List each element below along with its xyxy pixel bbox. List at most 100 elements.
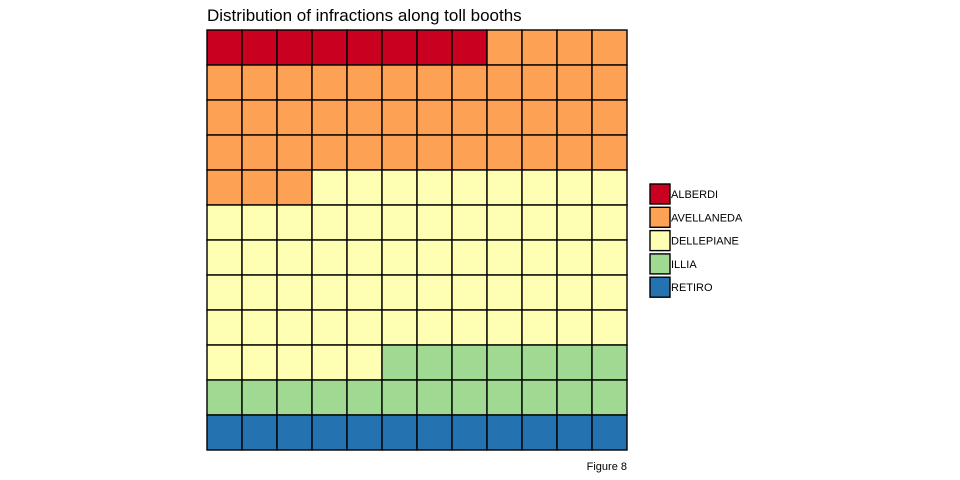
waffle-square-dellepiane: [521, 274, 558, 311]
waffle-square-dellepiane: [556, 274, 593, 311]
waffle-square-dellepiane: [346, 309, 383, 346]
waffle-square-dellepiane: [591, 274, 628, 311]
waffle-square-retiro: [381, 414, 418, 451]
waffle-square-avellaneda: [591, 99, 628, 136]
waffle-square-illia: [556, 344, 593, 381]
legend-key-alberdi: [649, 183, 671, 205]
waffle-square-dellepiane: [556, 204, 593, 241]
waffle-square-illia: [416, 344, 453, 381]
waffle-square-avellaneda: [276, 169, 313, 206]
waffle-square-dellepiane: [311, 169, 348, 206]
waffle-square-dellepiane: [346, 274, 383, 311]
waffle-square-avellaneda: [521, 99, 558, 136]
waffle-square-dellepiane: [486, 169, 523, 206]
waffle-square-illia: [556, 379, 593, 416]
waffle-square-dellepiane: [311, 309, 348, 346]
waffle-square-alberdi: [381, 29, 418, 66]
waffle-square-retiro: [486, 414, 523, 451]
waffle-square-illia: [276, 379, 313, 416]
waffle-square-avellaneda: [416, 99, 453, 136]
waffle-square-dellepiane: [556, 169, 593, 206]
waffle-square-retiro: [206, 414, 243, 451]
waffle-square-avellaneda: [206, 134, 243, 171]
waffle-square-dellepiane: [451, 169, 488, 206]
waffle-square-illia: [521, 379, 558, 416]
waffle-square-dellepiane: [346, 204, 383, 241]
waffle-square-alberdi: [276, 29, 313, 66]
waffle-square-dellepiane: [451, 204, 488, 241]
waffle-square-avellaneda: [241, 64, 278, 101]
waffle-square-dellepiane: [241, 274, 278, 311]
waffle-square-dellepiane: [521, 309, 558, 346]
waffle-square-avellaneda: [451, 64, 488, 101]
waffle-square-illia: [451, 379, 488, 416]
waffle-square-avellaneda: [591, 64, 628, 101]
waffle-square-dellepiane: [206, 239, 243, 276]
waffle-square-avellaneda: [206, 99, 243, 136]
waffle-square-retiro: [241, 414, 278, 451]
waffle-square-retiro: [451, 414, 488, 451]
waffle-square-dellepiane: [521, 169, 558, 206]
waffle-square-dellepiane: [276, 309, 313, 346]
waffle-square-alberdi: [241, 29, 278, 66]
waffle-square-dellepiane: [416, 309, 453, 346]
waffle-square-dellepiane: [206, 309, 243, 346]
waffle-square-dellepiane: [206, 274, 243, 311]
waffle-square-illia: [381, 379, 418, 416]
waffle-square-dellepiane: [521, 204, 558, 241]
waffle-square-dellepiane: [451, 274, 488, 311]
waffle-square-dellepiane: [381, 204, 418, 241]
figure-caption: Figure 8: [587, 461, 627, 473]
waffle-square-dellepiane: [346, 344, 383, 381]
waffle-square-illia: [311, 379, 348, 416]
waffle-square-avellaneda: [276, 64, 313, 101]
legend-label-alberdi: ALBERDI: [671, 189, 718, 201]
waffle-square-dellepiane: [486, 239, 523, 276]
waffle-square-retiro: [276, 414, 313, 451]
legend-label-avellaneda: AVELLANEDA: [671, 212, 743, 224]
waffle-square-dellepiane: [206, 204, 243, 241]
waffle-square-illia: [451, 344, 488, 381]
waffle-square-dellepiane: [591, 169, 628, 206]
waffle-square-dellepiane: [416, 274, 453, 311]
waffle-square-dellepiane: [591, 239, 628, 276]
waffle-square-avellaneda: [276, 99, 313, 136]
waffle-square-avellaneda: [241, 169, 278, 206]
legend-key-illia: [649, 253, 671, 275]
waffle-square-retiro: [591, 414, 628, 451]
waffle-square-dellepiane: [311, 344, 348, 381]
waffle-square-dellepiane: [416, 204, 453, 241]
waffle-square-dellepiane: [276, 204, 313, 241]
waffle-square-avellaneda: [416, 64, 453, 101]
waffle-square-alberdi: [451, 29, 488, 66]
waffle-square-illia: [206, 379, 243, 416]
waffle-square-dellepiane: [451, 309, 488, 346]
waffle-square-dellepiane: [521, 239, 558, 276]
waffle-square-dellepiane: [416, 239, 453, 276]
waffle-square-dellepiane: [276, 239, 313, 276]
waffle-square-avellaneda: [521, 134, 558, 171]
waffle-square-illia: [346, 379, 383, 416]
waffle-square-avellaneda: [416, 134, 453, 171]
waffle-square-illia: [241, 379, 278, 416]
chart-title: Distribution of infractions along toll b…: [207, 6, 522, 25]
waffle-square-avellaneda: [591, 134, 628, 171]
waffle-square-dellepiane: [381, 274, 418, 311]
waffle-square-dellepiane: [381, 169, 418, 206]
waffle-square-dellepiane: [486, 204, 523, 241]
waffle-square-dellepiane: [381, 309, 418, 346]
waffle-square-avellaneda: [241, 134, 278, 171]
legend-key-avellaneda: [649, 206, 671, 229]
waffle-square-avellaneda: [556, 99, 593, 136]
waffle-square-avellaneda: [311, 134, 348, 171]
waffle-square-avellaneda: [241, 99, 278, 136]
waffle-square-dellepiane: [556, 239, 593, 276]
waffle-square-alberdi: [311, 29, 348, 66]
waffle-square-avellaneda: [556, 134, 593, 171]
legend-key-retiro: [649, 276, 671, 298]
waffle-square-alberdi: [416, 29, 453, 66]
waffle-square-dellepiane: [241, 344, 278, 381]
waffle-square-dellepiane: [311, 204, 348, 241]
waffle-square-dellepiane: [276, 344, 313, 381]
waffle-square-alberdi: [206, 29, 243, 66]
